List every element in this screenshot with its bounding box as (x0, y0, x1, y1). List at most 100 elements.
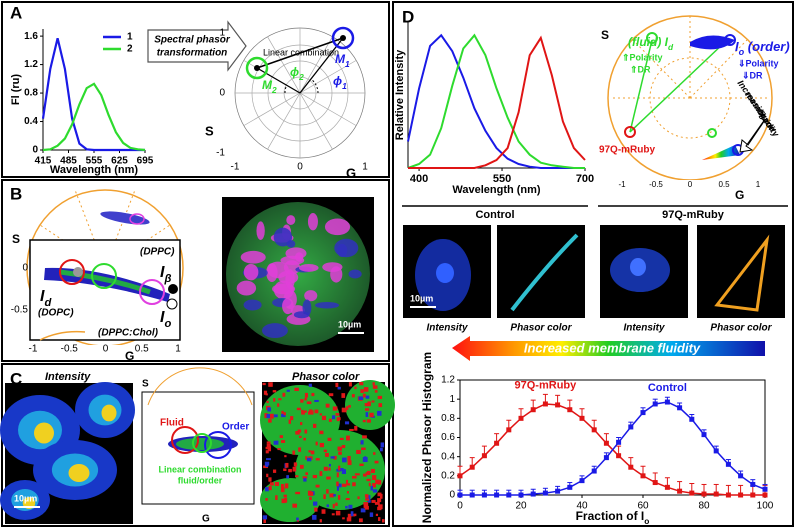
group-label: 97Q-mRuby (662, 209, 725, 221)
tick-label: 1 (219, 28, 225, 39)
image-feature (372, 489, 378, 493)
image-feature (266, 441, 271, 444)
image-feature (374, 460, 379, 464)
image-feature (243, 299, 262, 311)
image-feature (308, 450, 311, 453)
subscript: o (164, 318, 171, 330)
annotation: fluid/order (178, 475, 223, 485)
marker (518, 492, 524, 498)
marker (579, 478, 585, 484)
image-feature (263, 519, 267, 524)
image-feature (319, 471, 323, 477)
cluster-ring (192, 433, 212, 453)
marker (738, 492, 744, 498)
image-feature (265, 450, 269, 454)
image-feature (267, 446, 272, 452)
image-feature (362, 473, 367, 477)
image-feature (273, 397, 276, 402)
series-line (408, 35, 586, 169)
image-feature (377, 498, 382, 503)
tick-label: -0.5 (649, 180, 663, 189)
image-feature (304, 392, 308, 398)
image-feature (370, 485, 373, 491)
image-feature (362, 435, 367, 439)
image-feature (336, 486, 339, 491)
image-feature (369, 412, 374, 418)
marker (494, 440, 500, 446)
tick-label: -1 (618, 180, 626, 189)
image-feature (348, 504, 353, 509)
image-feature (380, 442, 385, 448)
subscript: 2 (298, 72, 304, 82)
image-feature (295, 431, 300, 435)
annotation: (DOPC) (38, 308, 74, 319)
image-feature (346, 517, 352, 522)
image-feature (286, 389, 290, 392)
marker (166, 298, 178, 310)
image-feature (268, 419, 272, 423)
image-feature (364, 403, 370, 407)
mix-line (256, 37, 344, 69)
subscript: d (668, 42, 674, 52)
image-feature (304, 290, 318, 302)
x-axis-label: Wavelength (nm) (452, 184, 541, 196)
image-feature (714, 234, 770, 312)
image-feature (377, 410, 382, 416)
image-feature (262, 323, 288, 339)
tick-label: -1 (231, 162, 240, 173)
image-feature (266, 473, 269, 478)
image-feature (358, 396, 364, 400)
tick-label: 0 (688, 180, 693, 189)
image-label: Intensity (623, 323, 665, 334)
image-feature (371, 400, 375, 403)
marker (652, 480, 658, 486)
image-feature (277, 403, 280, 407)
image-feature (363, 502, 369, 506)
image-label: Intensity (45, 371, 91, 383)
image-feature (339, 437, 344, 440)
image-feature (314, 399, 319, 402)
marker (542, 490, 548, 496)
image-feature (374, 502, 380, 505)
image-feature (273, 227, 293, 247)
marker (762, 492, 768, 498)
series-line (407, 33, 585, 169)
image-feature (309, 496, 312, 501)
text-part: I (160, 264, 165, 281)
fluidity-banner (452, 336, 765, 361)
marker (518, 415, 524, 421)
image-feature (372, 382, 375, 386)
image-feature (280, 483, 284, 488)
image-feature (300, 399, 304, 403)
phasor-circle (147, 367, 253, 406)
panel-frame (392, 1, 794, 527)
annotation: Linear combination (263, 47, 339, 57)
y-axis-label: Fl (ru) (10, 74, 22, 105)
image-feature (292, 503, 298, 508)
panel-frame (1, 1, 390, 178)
series-label: 97Q-mRuby (515, 379, 578, 391)
x-tick-label: 0 (457, 501, 463, 512)
x-tick-label: 60 (637, 501, 649, 512)
tick-label: 1 (362, 162, 368, 173)
image-feature (331, 415, 336, 420)
image-feature (366, 419, 371, 423)
image-feature (265, 446, 270, 450)
image-feature (378, 403, 383, 408)
image-feature (342, 517, 345, 520)
image-feature (329, 493, 335, 498)
image-feature (34, 422, 54, 444)
tick-label: -1 (29, 344, 38, 355)
image-feature (101, 404, 117, 422)
image-feature (325, 452, 329, 457)
image-feature (275, 440, 279, 443)
image-feature (375, 479, 380, 485)
image-feature (266, 263, 278, 282)
image-feature (371, 499, 376, 503)
transform-arrow (147, 20, 247, 72)
annotation: M2 (262, 78, 277, 95)
image-feature (315, 441, 318, 446)
image-feature (304, 429, 308, 434)
y-tick-label: 1.2 (441, 375, 455, 386)
x-tick-label: 485 (60, 156, 77, 167)
